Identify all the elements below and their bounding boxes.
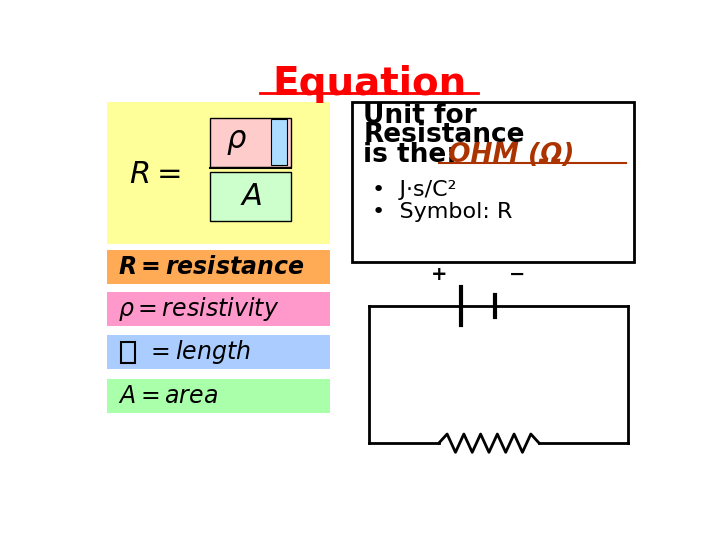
FancyBboxPatch shape [107,379,330,413]
Text: is the:: is the: [364,143,457,168]
Text: $\rho = resistivity$: $\rho = resistivity$ [118,295,279,323]
Text: $R = $: $R = $ [129,160,181,190]
Text: Resistance: Resistance [364,123,525,148]
FancyBboxPatch shape [210,118,291,167]
Text: $A = area$: $A = area$ [118,384,218,408]
FancyBboxPatch shape [107,250,330,284]
Text: OHM (Ω): OHM (Ω) [438,143,574,168]
Text: $\rho$: $\rho$ [225,127,247,157]
Text: •  Symbol: R: • Symbol: R [372,202,512,222]
Bar [121,342,135,363]
Text: Unit for: Unit for [364,103,477,129]
Text: +: + [431,265,447,284]
Text: •  J·s/C²: • J·s/C² [372,179,456,200]
Text: −: − [509,265,525,284]
FancyBboxPatch shape [271,119,287,165]
FancyBboxPatch shape [107,102,330,244]
Text: $A$: $A$ [240,181,262,211]
FancyBboxPatch shape [107,292,330,326]
FancyBboxPatch shape [210,172,291,221]
FancyBboxPatch shape [352,102,634,262]
Text: $= length$: $= length$ [145,338,251,366]
Text: Equation: Equation [272,64,466,103]
Text: $\bfit{R = resistance}$: $\bfit{R = resistance}$ [118,255,304,279]
FancyBboxPatch shape [107,335,330,369]
